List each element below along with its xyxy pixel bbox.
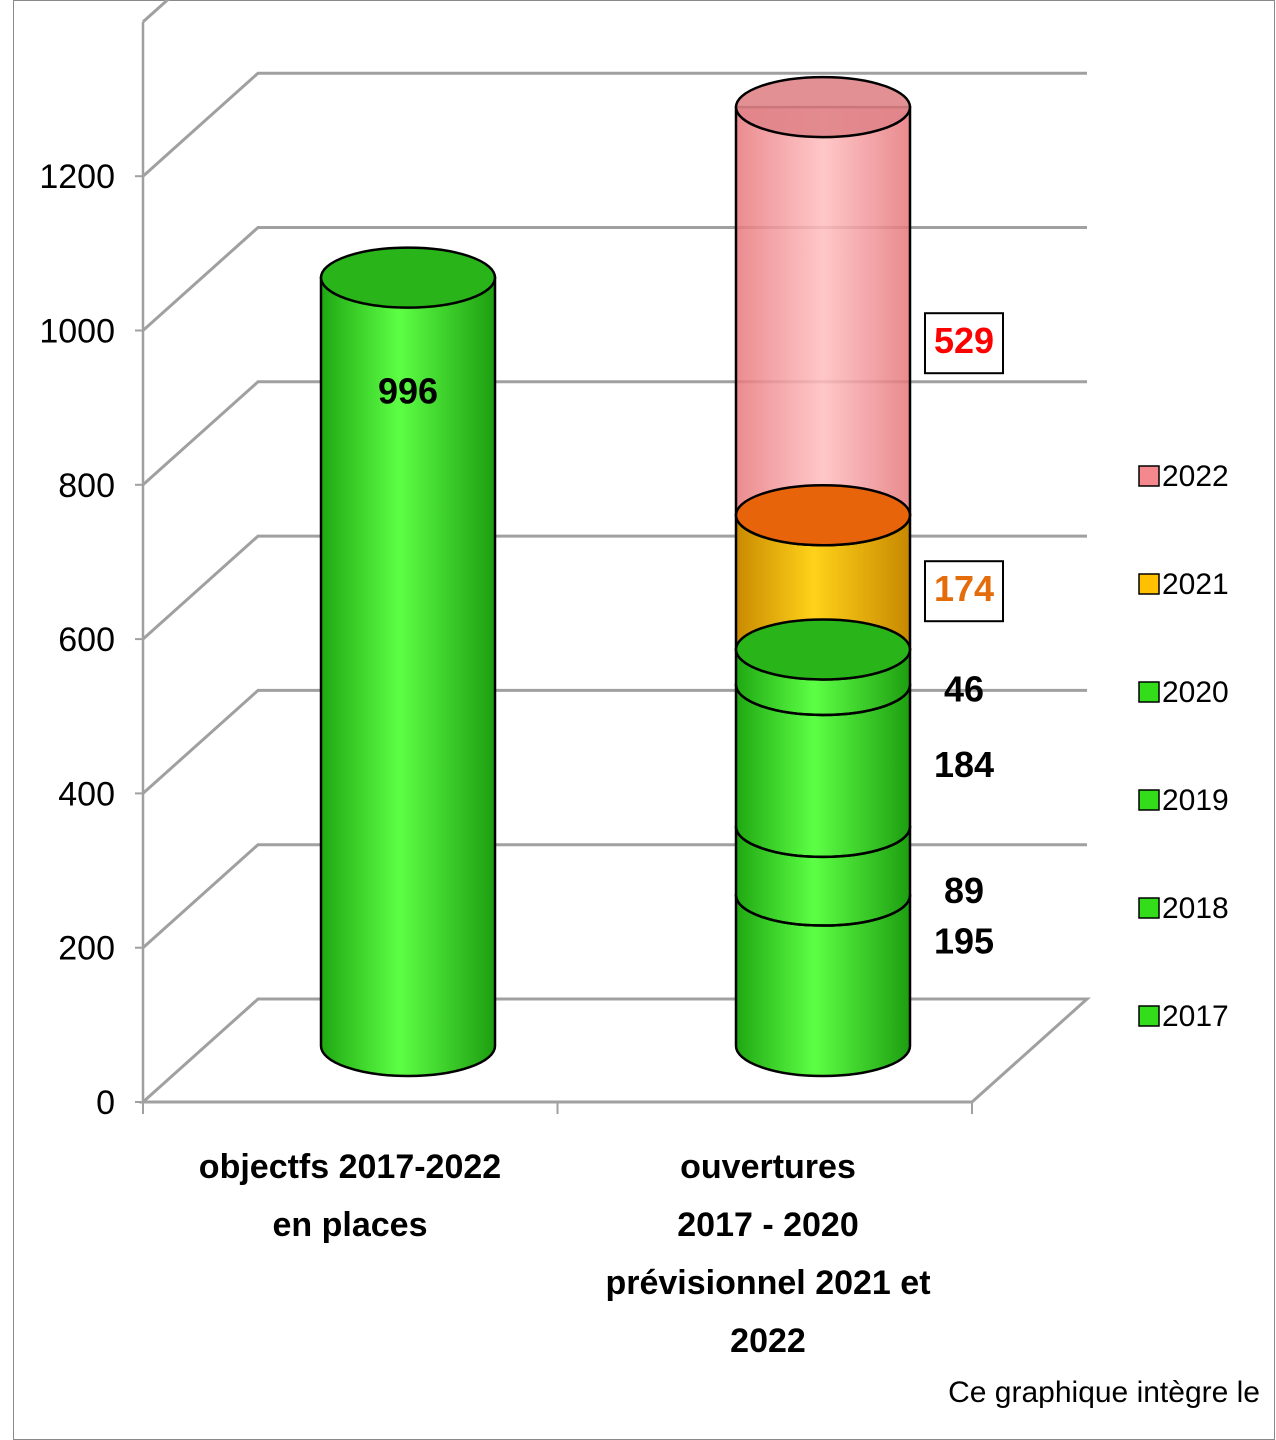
legend-item-2018: 2018 <box>1138 892 1229 925</box>
data-label: 46 <box>944 668 984 709</box>
legend-swatch <box>1138 1005 1160 1027</box>
legend-label: 2018 <box>1162 892 1229 925</box>
legend-label: 2019 <box>1162 784 1229 817</box>
legend-item-2022: 2022 <box>1138 460 1229 493</box>
legend-item-2021: 2021 <box>1138 568 1229 601</box>
bar-segment-2017 <box>734 894 912 1078</box>
segment-divider <box>734 895 912 927</box>
segment-divider <box>734 826 912 859</box>
segment-divider <box>734 684 912 717</box>
y-tick-label: 600 <box>58 621 115 659</box>
data-labels: 996 195 89 184 46 174 529 <box>378 312 1004 962</box>
data-label: 184 <box>934 744 994 785</box>
gridline <box>141 0 170 24</box>
bar-top-cap <box>319 246 497 309</box>
bar-segment-2017 <box>319 276 497 1078</box>
floor-plane <box>139 997 1091 1104</box>
footnote: Ce graphique intègre le <box>948 1376 1260 1408</box>
legend-label: 2020 <box>1162 676 1229 709</box>
bar-top-cap <box>734 75 912 139</box>
data-label-box <box>924 560 1004 623</box>
stacked-3d-cylinder-chart: 0 200 400 600 800 1000 1200 objectfs 2017-2022 e… <box>39 0 1260 1408</box>
y-tick-label: 1200 <box>39 158 115 196</box>
data-label: 195 <box>934 921 994 962</box>
segment-top-cap <box>734 483 912 547</box>
segment-top-cap <box>734 618 912 681</box>
legend-item-2019: 2019 <box>1138 784 1229 817</box>
legend-swatch <box>1138 465 1160 487</box>
gridline <box>141 71 1087 178</box>
legend-label: 2017 <box>1162 1000 1229 1033</box>
bar-column-2 <box>734 75 912 1078</box>
legend-swatch <box>1138 681 1160 703</box>
bar-segment-2022 <box>734 105 912 547</box>
category-label-2: ouvertures 2017 - 2020 prévisionnel 2021 e… <box>605 1148 930 1360</box>
data-label: 174 <box>934 568 994 609</box>
bar-column-1 <box>319 246 497 1078</box>
y-tick-label: 1000 <box>39 313 115 351</box>
legend-item-2017: 2017 <box>1138 1000 1229 1033</box>
legend-swatch <box>1138 897 1160 919</box>
y-tick-label: 200 <box>58 930 115 968</box>
legend: 2022 2021 2020 2019 2018 2017 <box>1138 460 1229 1033</box>
axes: 0 200 400 600 800 1000 1200 objectfs 2017-2022 e… <box>39 21 973 1360</box>
legend-label: 2021 <box>1162 568 1229 601</box>
category-label-1: objectfs 2017-2022 en places <box>199 1148 501 1244</box>
legend-swatch <box>1138 789 1160 811</box>
legend-swatch <box>1138 573 1160 595</box>
legend-item-2020: 2020 <box>1138 676 1229 709</box>
data-label: 996 <box>378 371 438 412</box>
legend-label: 2022 <box>1162 460 1229 493</box>
y-tick-label: 800 <box>58 467 115 505</box>
y-tick-label: 0 <box>96 1084 115 1122</box>
bars <box>319 75 912 1078</box>
gridline <box>141 380 1087 486</box>
data-label-box <box>924 312 1004 375</box>
data-label: 529 <box>934 320 994 361</box>
y-tick-label: 400 <box>58 775 115 813</box>
data-label: 89 <box>944 870 984 911</box>
